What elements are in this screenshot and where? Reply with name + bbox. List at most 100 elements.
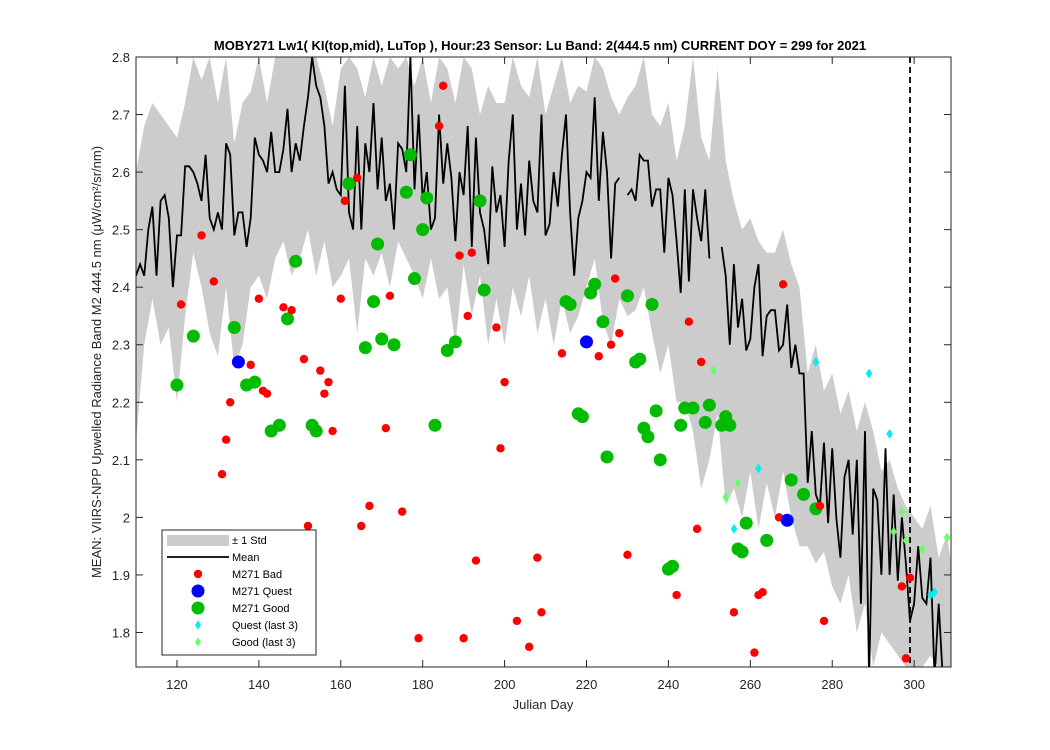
good-point-37	[633, 352, 647, 366]
legend-label-1: Mean	[232, 552, 260, 564]
bad-point-29	[455, 251, 464, 260]
good-point-4	[248, 375, 262, 389]
x-tick-label-5: 220	[576, 677, 598, 692]
good-point-16	[387, 338, 401, 352]
bad-point-58	[819, 616, 829, 626]
good-point-22	[428, 418, 442, 432]
bad-point-30	[459, 634, 468, 643]
chart-title: MOBY271 Lw1( KI(top,mid), LuTop ), Hour:…	[214, 38, 866, 53]
bad-point-5	[225, 398, 235, 407]
good-last3-point-0	[710, 365, 717, 376]
good-point-49	[702, 398, 716, 412]
good-last3-point-4	[898, 506, 906, 517]
good-point-32	[588, 277, 602, 291]
y-tick-label-8: 2.6	[112, 165, 130, 180]
y-tick-label-0: 1.8	[112, 625, 130, 640]
good-point-20	[416, 223, 430, 237]
bad-point-34	[492, 323, 501, 332]
good-point-30	[575, 410, 589, 424]
bad-point-6	[246, 360, 255, 370]
x-tick-label-1: 140	[248, 677, 270, 692]
legend-label-0: ± 1 Std	[232, 535, 267, 547]
bad-point-2	[209, 277, 219, 286]
good-point-26	[477, 283, 491, 297]
bad-point-18	[336, 294, 345, 303]
bad-point-54	[758, 587, 767, 597]
bad-point-31	[463, 311, 472, 321]
legend-swatch-bad	[193, 569, 203, 579]
bad-point-41	[557, 349, 567, 358]
bad-point-26	[414, 634, 423, 643]
mean-line-segment-2	[720, 246, 944, 667]
bad-point-51	[729, 608, 739, 617]
good-last3-point-1	[722, 492, 730, 503]
bad-point-32	[467, 248, 477, 257]
bad-point-3	[217, 470, 227, 479]
bad-point-39	[533, 553, 542, 562]
quest-point-0	[231, 355, 245, 369]
bad-point-10	[279, 303, 288, 312]
legend-label-2: M271 Bad	[232, 569, 282, 581]
bad-point-60	[901, 654, 911, 663]
legend-label-4: M271 Good	[232, 603, 289, 615]
good-point-25	[473, 194, 487, 208]
good-point-57	[784, 473, 798, 487]
bad-point-21	[357, 521, 366, 531]
x-tick-label-2: 160	[330, 677, 352, 692]
good-point-14	[371, 237, 385, 251]
quest-point-1	[580, 335, 594, 349]
good-point-8	[289, 254, 303, 268]
quest-point-2	[780, 513, 794, 527]
bad-point-35	[496, 444, 505, 453]
bad-point-48	[684, 317, 694, 326]
bad-point-45	[615, 329, 624, 338]
y-tick-label-4: 2.2	[112, 395, 130, 410]
bad-point-22	[365, 501, 374, 511]
x-tick-label-3: 180	[412, 677, 434, 692]
good-point-48	[698, 415, 712, 429]
bad-point-23	[381, 423, 391, 433]
good-point-11	[342, 177, 356, 191]
bad-point-25	[398, 507, 407, 516]
good-point-52	[723, 418, 737, 432]
legend-swatch-good-last3	[195, 637, 201, 647]
mean-line	[136, 57, 944, 667]
x-tick-label-6: 240	[658, 677, 680, 692]
good-point-35	[620, 289, 634, 303]
bad-point-38	[524, 642, 534, 652]
bad-point-57	[815, 501, 825, 511]
y-tick-label-7: 2.5	[112, 223, 130, 238]
y-tick-label-10: 2.8	[112, 50, 130, 65]
legend: ± 1 Std Mean M271 Bad M271 Quest M271 Good Qu…	[161, 529, 317, 656]
good-point-42	[653, 453, 667, 467]
good-point-13	[367, 295, 381, 309]
x-tick-label-8: 280	[821, 677, 843, 692]
good-point-10	[309, 424, 323, 438]
good-last3-point-6	[919, 544, 926, 554]
legend-label-6: Good (last 3)	[232, 637, 296, 649]
bad-point-14	[316, 366, 325, 375]
good-point-21	[420, 191, 434, 205]
bad-point-17	[328, 426, 337, 436]
bad-point-12	[299, 354, 309, 364]
bad-point-33	[471, 556, 481, 565]
bad-point-16	[324, 377, 333, 387]
bad-point-1	[197, 231, 206, 240]
x-tick-label-9: 300	[903, 677, 925, 692]
bad-point-27	[434, 121, 444, 131]
good-point-34	[600, 450, 614, 464]
std-band	[136, 57, 951, 667]
good-point-12	[358, 341, 372, 355]
bad-point-36	[500, 377, 509, 387]
good-last3-point-2	[734, 477, 742, 488]
quest-last3-point-6	[931, 587, 938, 598]
y-tick-label-5: 2.3	[112, 338, 130, 353]
bad-point-59	[897, 582, 907, 591]
good-point-1	[186, 329, 200, 343]
good-point-39	[641, 430, 655, 444]
bad-point-50	[696, 357, 706, 367]
mean-line-segment-0	[136, 57, 621, 288]
good-point-54	[735, 545, 749, 559]
bad-point-47	[672, 590, 681, 600]
quest-last3-point-1	[755, 463, 762, 474]
